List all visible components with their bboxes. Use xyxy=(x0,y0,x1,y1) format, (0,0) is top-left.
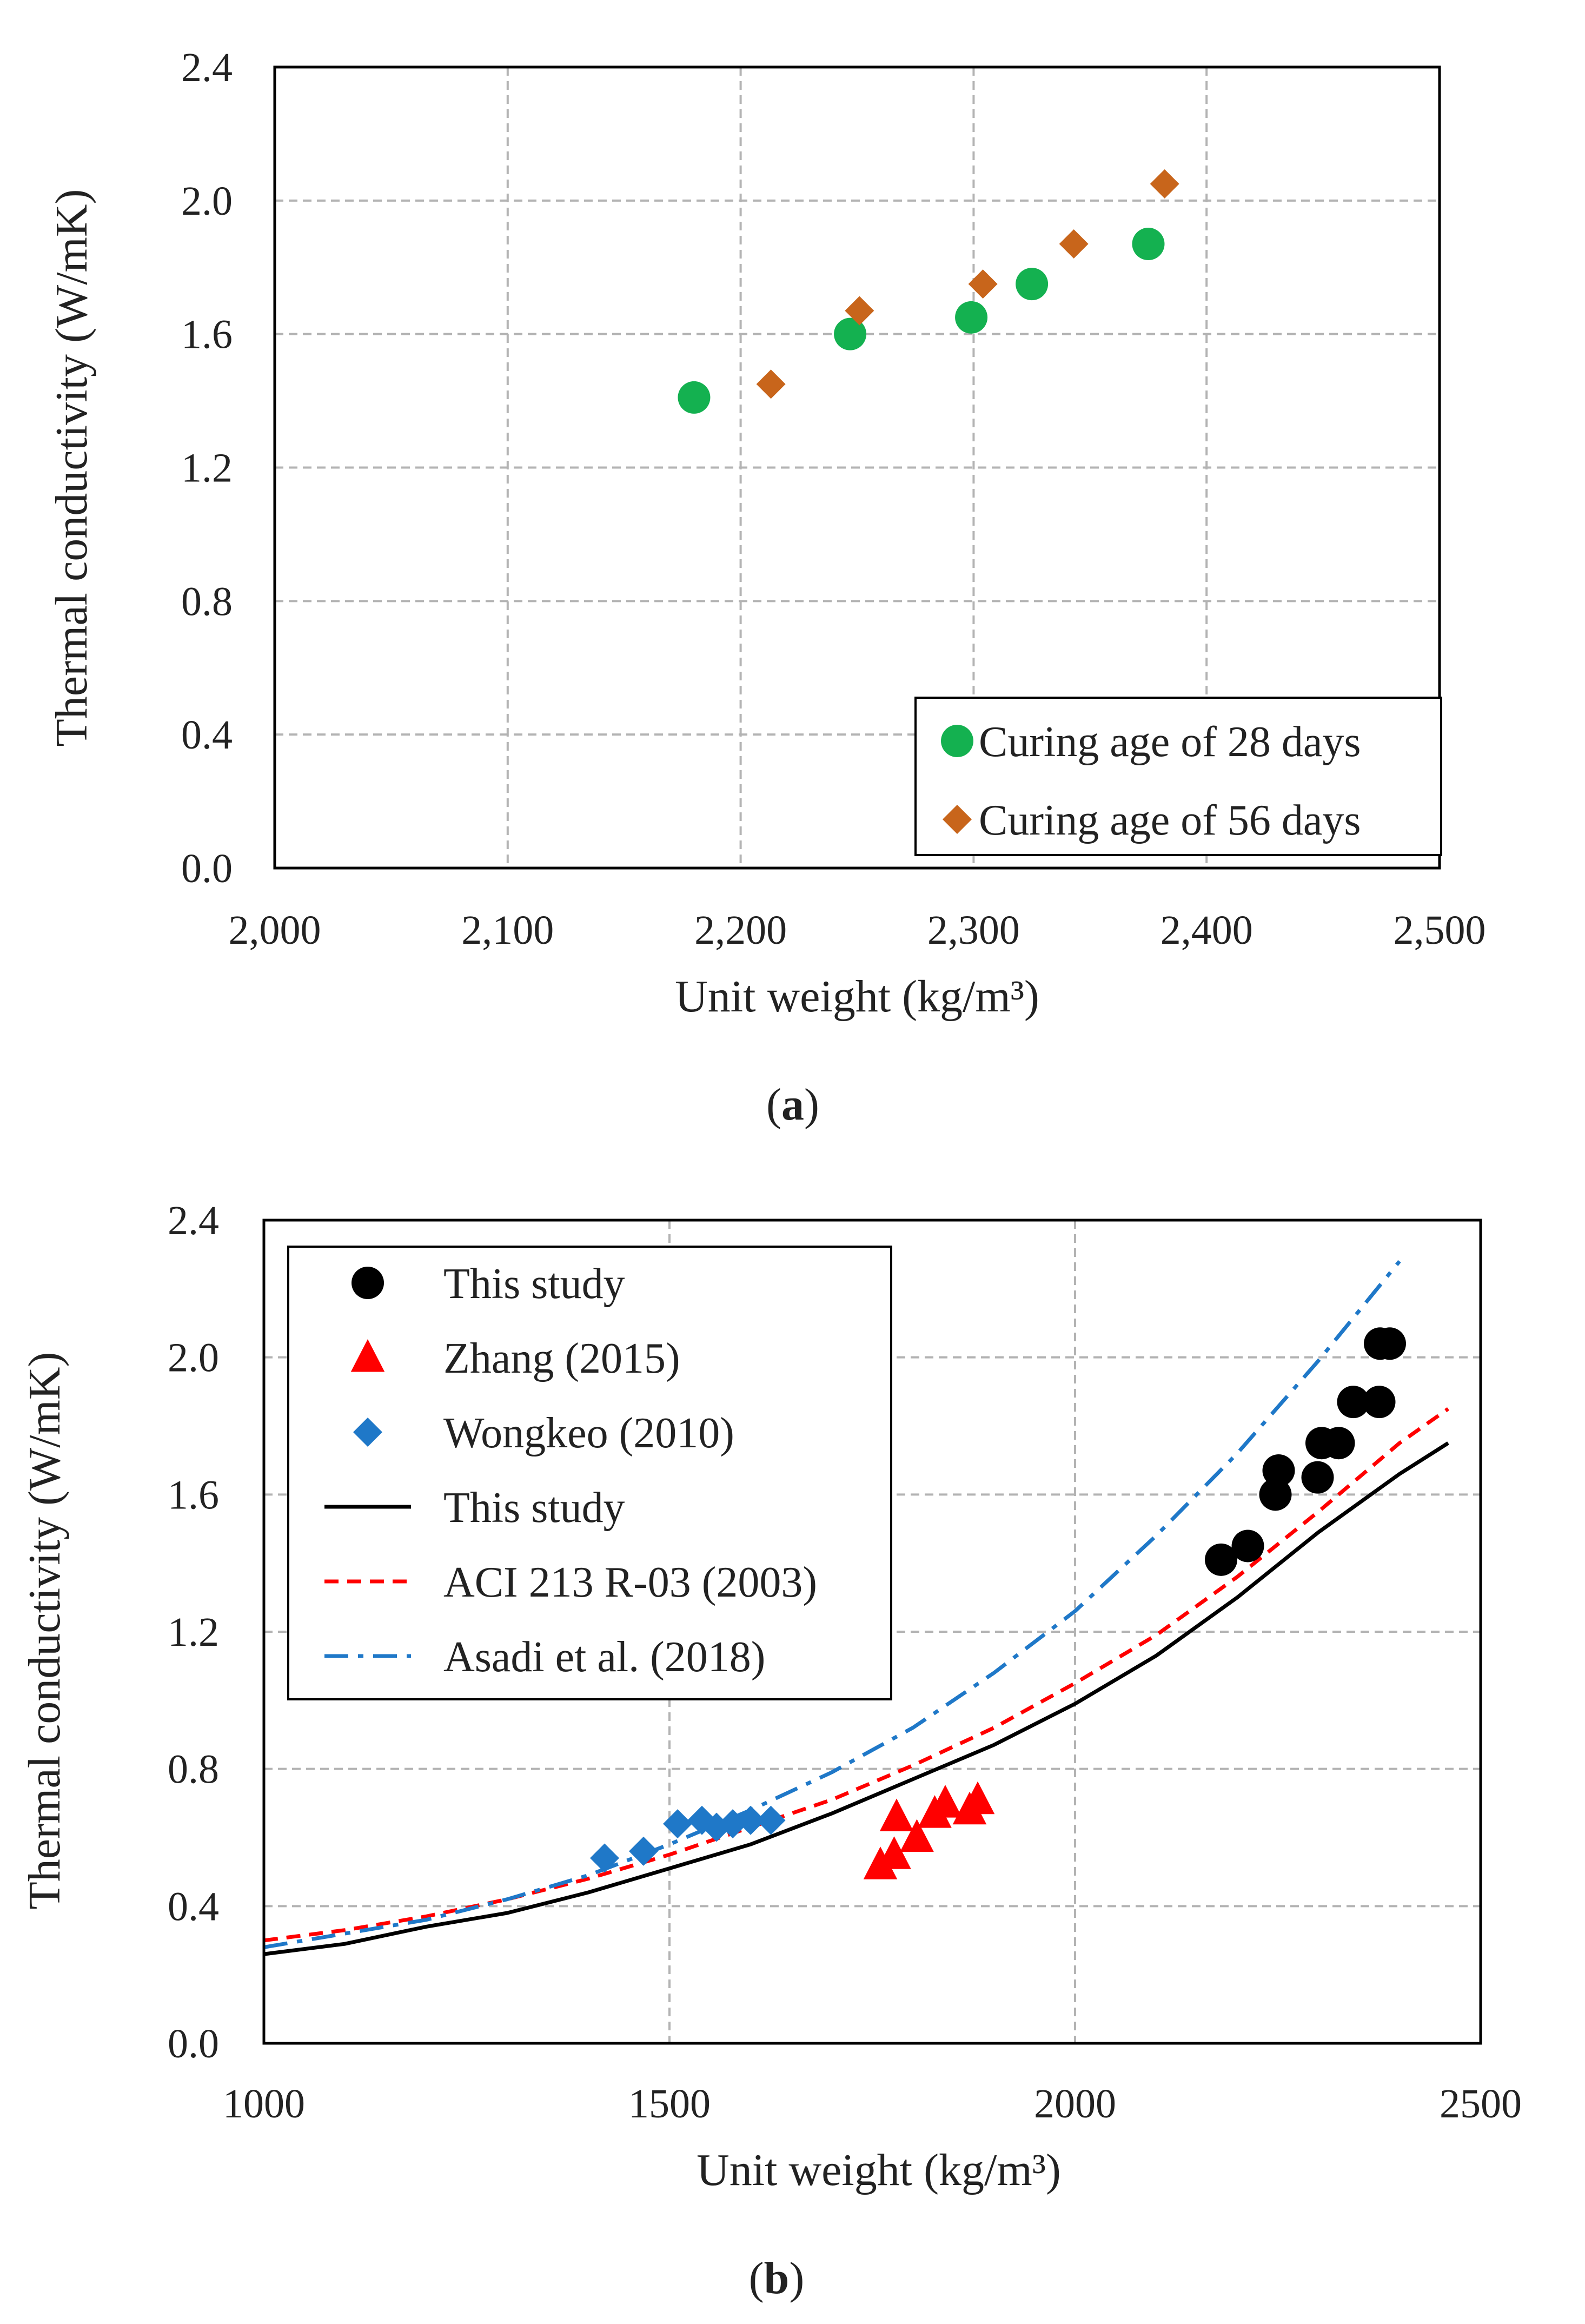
y-tick-label: 2.4 xyxy=(181,45,233,90)
data-point xyxy=(845,296,874,326)
data-point xyxy=(756,369,786,399)
data-point xyxy=(1132,228,1165,261)
data-point xyxy=(863,1846,898,1879)
legend-marker xyxy=(941,725,973,757)
legend-label: Curing age of 56 days xyxy=(979,797,1361,844)
caption-open-paren: ( xyxy=(749,2253,764,2303)
legend-label: Wongkeo (2010) xyxy=(443,1409,734,1457)
data-point xyxy=(900,1819,934,1852)
plot-frame xyxy=(273,65,1441,870)
panel-caption: (b) xyxy=(749,2253,805,2303)
y-tick-label: 0.4 xyxy=(181,712,233,758)
legend-box xyxy=(914,697,1442,856)
data-point xyxy=(1150,169,1179,198)
legend-box xyxy=(287,1246,892,1700)
y-tick-label: 0.0 xyxy=(168,2021,219,2067)
y-tick-label: 0.8 xyxy=(181,579,233,624)
chart-panel-b: 1000 1500 2000 2500 0.0 0.4 0.8 1.2 1.6 2.0 2.4 Th… xyxy=(19,1198,1522,2303)
data-point xyxy=(1259,1478,1292,1511)
tick-labels: 1000 1500 2000 2500 0.0 0.4 0.8 1.2 1.6 2.0 2.4 xyxy=(168,1198,1522,2127)
caption-open-paren: ( xyxy=(766,1080,781,1130)
series-line xyxy=(263,1260,1401,1949)
legend-marker xyxy=(352,1267,384,1299)
legend-label: Curing age of 28 days xyxy=(979,718,1361,766)
caption-letter: b xyxy=(764,2253,790,2303)
y-tick-label: 1.2 xyxy=(168,1610,219,1655)
chart-panel-a: 2,000 2,100 2,200 2,300 2,400 2,500 0.0 0.4 0.8 1… xyxy=(47,45,1486,1130)
legend-label: Asadi et al. (2018) xyxy=(443,1633,765,1681)
panel-caption: (a) xyxy=(766,1080,819,1130)
legend-label: ACI 213 R-03 (2003) xyxy=(443,1559,817,1606)
data-series xyxy=(263,1260,1450,1956)
series-line xyxy=(263,1441,1449,1956)
y-tick-label: 2.0 xyxy=(181,178,233,224)
caption-close-paren: ) xyxy=(789,2253,804,2303)
legend: Curing age of 28 days Curing age of 56 da… xyxy=(914,697,1442,856)
data-point xyxy=(1363,1386,1396,1419)
legend: This study Zhang (2015) Wongkeo (2010) This… xyxy=(287,1246,892,1700)
x-tick-label: 1000 xyxy=(223,2081,305,2127)
data-point xyxy=(877,1836,911,1869)
data-point xyxy=(1262,1454,1295,1487)
data-point xyxy=(1337,1386,1370,1419)
legend-marker xyxy=(943,805,972,834)
y-tick-label: 0.4 xyxy=(168,1884,219,1929)
data-point xyxy=(663,1809,692,1839)
data-point xyxy=(1322,1427,1355,1460)
legend-label: This study xyxy=(443,1260,625,1308)
data-point xyxy=(928,1785,963,1818)
y-axis-label: Thermal conductivity (W/mK) xyxy=(19,1352,70,1909)
data-point xyxy=(590,1843,619,1873)
y-tick-label: 1.6 xyxy=(181,312,233,357)
data-point xyxy=(1301,1461,1334,1494)
caption-close-paren: ) xyxy=(804,1080,819,1130)
data-point xyxy=(756,1805,786,1835)
data-point xyxy=(629,1836,658,1866)
data-point xyxy=(1205,1543,1237,1576)
data-point xyxy=(736,1805,765,1835)
y-tick-label: 0.8 xyxy=(168,1747,219,1792)
data-point xyxy=(1016,268,1049,301)
data-point xyxy=(960,1781,995,1815)
data-point xyxy=(955,301,988,334)
legend-label: This study xyxy=(443,1484,625,1532)
data-point xyxy=(1231,1530,1264,1562)
data-point xyxy=(1059,229,1089,259)
x-tick-label: 2,200 xyxy=(694,908,787,953)
data-point xyxy=(678,381,711,414)
y-tick-label: 2.4 xyxy=(168,1198,219,1243)
y-tick-label: 2.0 xyxy=(168,1335,219,1381)
x-axis-label: Unit weight (kg/m³) xyxy=(697,2145,1061,2195)
data-series xyxy=(678,169,1179,414)
x-tick-label: 2,500 xyxy=(1394,908,1486,953)
legend-label: Zhang (2015) xyxy=(443,1335,680,1382)
data-point xyxy=(879,1798,914,1831)
x-tick-label: 1500 xyxy=(628,2081,711,2127)
x-axis-label: Unit weight (kg/m³) xyxy=(675,971,1039,1022)
data-point xyxy=(968,269,998,299)
caption-letter: a xyxy=(781,1080,804,1130)
y-tick-label: 1.6 xyxy=(168,1472,219,1518)
x-tick-label: 2,100 xyxy=(461,908,554,953)
data-point xyxy=(834,317,867,350)
x-tick-label: 2,300 xyxy=(927,908,1020,953)
x-tick-label: 2,400 xyxy=(1160,908,1253,953)
x-tick-label: 2,000 xyxy=(229,908,321,953)
data-point xyxy=(1374,1327,1406,1360)
y-axis-label: Thermal conductivity (W/mK) xyxy=(47,189,97,746)
x-tick-label: 2500 xyxy=(1440,2081,1522,2127)
tick-labels: 2,000 2,100 2,200 2,300 2,400 2,500 0.0 0.4 0.8 1… xyxy=(181,45,1486,953)
plot-frame xyxy=(262,1219,1482,2045)
y-tick-label: 1.2 xyxy=(181,446,233,491)
legend-marker xyxy=(353,1418,382,1447)
legend-marker xyxy=(350,1339,385,1372)
y-tick-label: 0.0 xyxy=(181,846,233,891)
x-tick-label: 2000 xyxy=(1034,2081,1116,2127)
